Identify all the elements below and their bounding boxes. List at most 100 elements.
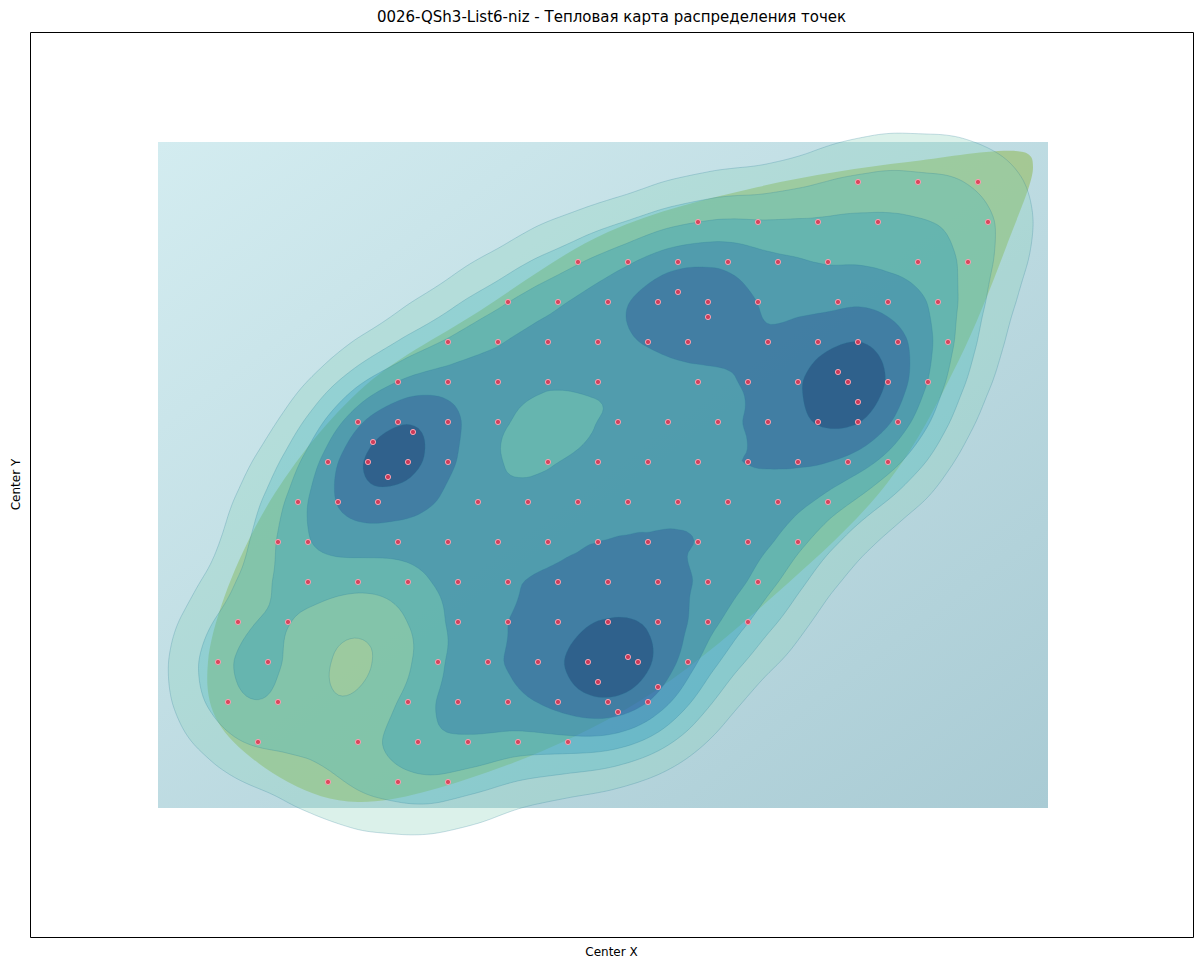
- point: [695, 219, 700, 224]
- point: [445, 539, 450, 544]
- point: [935, 299, 940, 304]
- point: [745, 619, 750, 624]
- point: [715, 419, 720, 424]
- point: [395, 379, 400, 384]
- point: [305, 579, 310, 584]
- point: [495, 419, 500, 424]
- point: [225, 699, 230, 704]
- point: [975, 179, 980, 184]
- density-contour: [234, 212, 958, 775]
- point: [885, 299, 890, 304]
- frame-right: [1193, 33, 1194, 938]
- point: [265, 659, 270, 664]
- point: [855, 179, 860, 184]
- point: [815, 219, 820, 224]
- point: [645, 459, 650, 464]
- point: [575, 259, 580, 264]
- point: [605, 619, 610, 624]
- point: [745, 379, 750, 384]
- axis-line: [31, 937, 1194, 938]
- point: [275, 699, 280, 704]
- points: [215, 179, 990, 784]
- point: [685, 339, 690, 344]
- point: [895, 419, 900, 424]
- point: [365, 459, 370, 464]
- x-axis-title: Center X: [585, 945, 637, 959]
- point: [565, 739, 570, 744]
- point: [415, 739, 420, 744]
- point: [655, 579, 660, 584]
- point: [635, 659, 640, 664]
- point: [725, 499, 730, 504]
- point: [525, 499, 530, 504]
- point: [625, 259, 630, 264]
- point: [575, 499, 580, 504]
- point: [625, 499, 630, 504]
- point: [505, 619, 510, 624]
- photo-background: [158, 142, 1048, 808]
- point: [395, 539, 400, 544]
- point: [965, 259, 970, 264]
- density-layer: [168, 133, 1033, 835]
- point: [325, 779, 330, 784]
- point: [705, 579, 710, 584]
- point: [405, 579, 410, 584]
- point: [475, 499, 480, 504]
- point: [915, 259, 920, 264]
- point: [725, 259, 730, 264]
- point: [445, 339, 450, 344]
- point: [775, 499, 780, 504]
- point: [495, 379, 500, 384]
- point: [535, 659, 540, 664]
- point: [615, 419, 620, 424]
- point: [985, 219, 990, 224]
- point: [765, 419, 770, 424]
- point: [445, 779, 450, 784]
- point: [655, 619, 660, 624]
- point: [685, 659, 690, 664]
- point: [255, 739, 260, 744]
- point: [410, 429, 415, 434]
- point: [275, 539, 280, 544]
- point: [595, 459, 600, 464]
- point: [545, 379, 550, 384]
- point: [495, 539, 500, 544]
- point: [835, 299, 840, 304]
- point: [845, 459, 850, 464]
- point: [655, 684, 660, 689]
- point: [370, 439, 375, 444]
- point: [795, 459, 800, 464]
- point: [855, 399, 860, 404]
- point: [765, 339, 770, 344]
- point: [815, 339, 820, 344]
- point: [505, 579, 510, 584]
- point: [305, 539, 310, 544]
- y-axis: [30, 33, 31, 938]
- point: [645, 339, 650, 344]
- point: [385, 474, 390, 479]
- point: [845, 379, 850, 384]
- point: [855, 419, 860, 424]
- point: [875, 219, 880, 224]
- point: [215, 659, 220, 664]
- point: [485, 659, 490, 664]
- point: [605, 579, 610, 584]
- point: [235, 619, 240, 624]
- point: [455, 699, 460, 704]
- point: [555, 579, 560, 584]
- density-contour: [199, 170, 996, 804]
- point: [705, 619, 710, 624]
- point: [825, 499, 830, 504]
- point: [465, 739, 470, 744]
- point: [705, 299, 710, 304]
- point: [885, 459, 890, 464]
- point: [915, 179, 920, 184]
- point: [925, 379, 930, 384]
- point: [625, 654, 630, 659]
- axis-line: [31, 32, 1194, 33]
- density-contour: [334, 267, 910, 719]
- point: [825, 259, 830, 264]
- density-contour: [307, 242, 933, 737]
- point: [355, 579, 360, 584]
- point: [615, 709, 620, 714]
